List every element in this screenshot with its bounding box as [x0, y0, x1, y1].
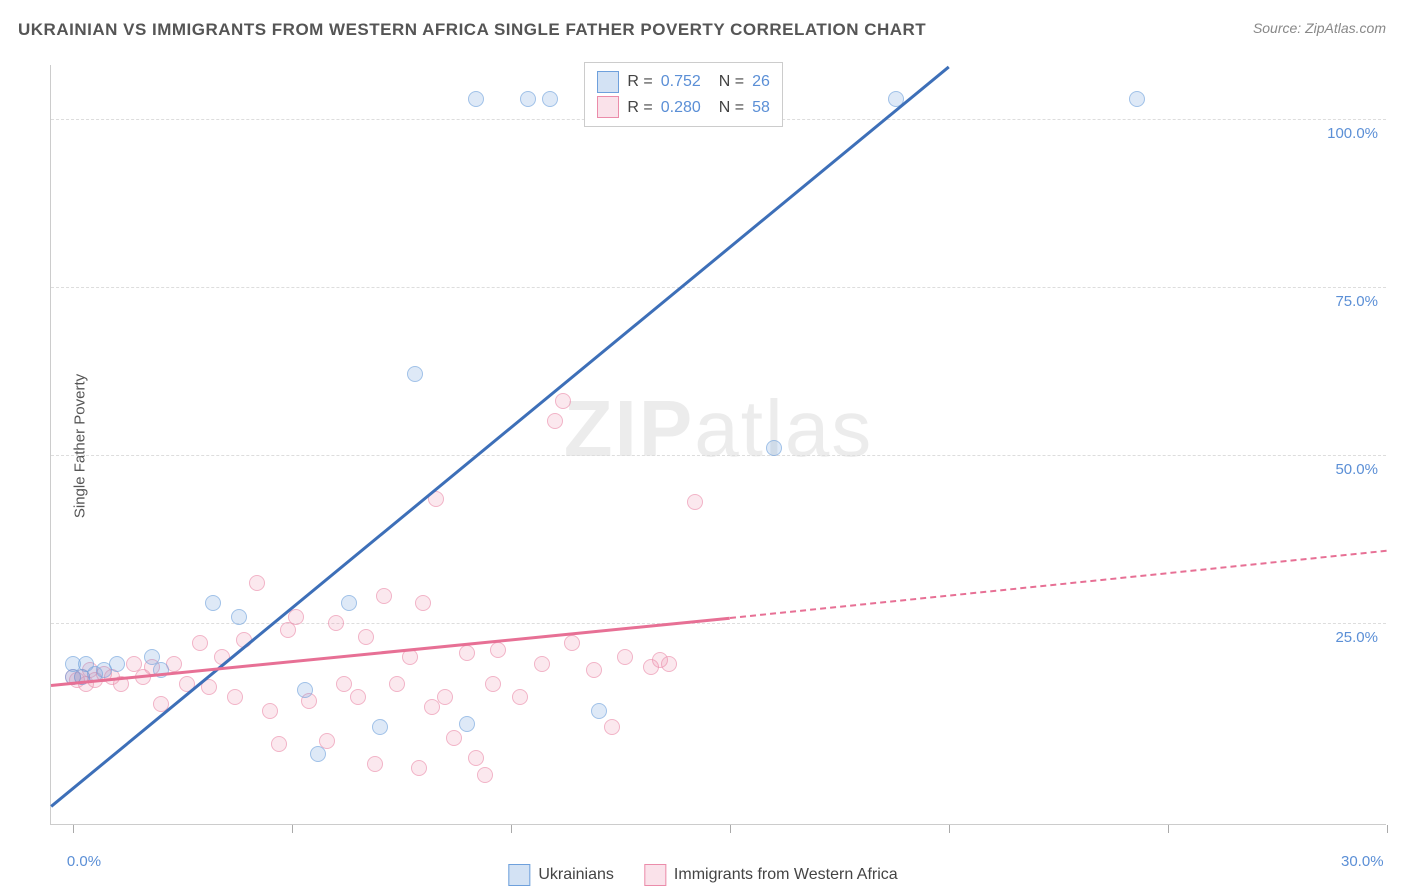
gridline: [51, 623, 1386, 624]
data-point: [459, 645, 475, 661]
data-point: [415, 595, 431, 611]
data-point: [586, 662, 602, 678]
data-point: [766, 440, 782, 456]
data-point: [389, 676, 405, 692]
data-point: [591, 703, 607, 719]
data-point: [459, 716, 475, 732]
r-value: 0.280: [661, 95, 701, 121]
chart-title: UKRAINIAN VS IMMIGRANTS FROM WESTERN AFR…: [18, 20, 926, 40]
x-tick: [1387, 825, 1388, 833]
data-point: [328, 615, 344, 631]
y-tick-label: 25.0%: [1298, 629, 1378, 646]
data-point: [547, 413, 563, 429]
legend-row: R = 0.752 N = 26: [597, 69, 770, 95]
data-point: [485, 676, 501, 692]
data-point: [411, 760, 427, 776]
data-point: [271, 736, 287, 752]
data-point: [604, 719, 620, 735]
data-point: [192, 635, 208, 651]
data-point: [350, 689, 366, 705]
data-point: [358, 629, 374, 645]
data-point: [407, 366, 423, 382]
data-point: [437, 689, 453, 705]
swatch-blue-icon: [508, 864, 530, 886]
data-point: [297, 682, 313, 698]
data-point: [249, 575, 265, 591]
data-point: [372, 719, 388, 735]
legend-label: Immigrants from Western Africa: [674, 866, 898, 884]
data-point: [520, 91, 536, 107]
correlation-legend: R = 0.752 N = 26 R = 0.280 N = 58: [584, 62, 783, 127]
data-point: [227, 689, 243, 705]
n-label: N =: [719, 95, 744, 121]
plot-area: ZIPatlas: [50, 65, 1386, 825]
r-label: R =: [627, 95, 652, 121]
data-point: [288, 609, 304, 625]
n-value: 58: [752, 95, 770, 121]
r-label: R =: [627, 69, 652, 95]
data-point: [310, 746, 326, 762]
legend-label: Ukrainians: [538, 866, 614, 884]
swatch-pink-icon: [597, 96, 619, 118]
n-value: 26: [752, 69, 770, 95]
y-tick-label: 75.0%: [1298, 293, 1378, 310]
x-tick: [1168, 825, 1169, 833]
data-point: [205, 595, 221, 611]
data-point: [477, 767, 493, 783]
data-point: [341, 595, 357, 611]
swatch-blue-icon: [597, 71, 619, 93]
data-point: [1129, 91, 1145, 107]
data-point: [367, 756, 383, 772]
swatch-pink-icon: [644, 864, 666, 886]
data-point: [512, 689, 528, 705]
data-point: [564, 635, 580, 651]
data-point: [376, 588, 392, 604]
trend-line: [730, 549, 1387, 618]
data-point: [687, 494, 703, 510]
data-point: [280, 622, 296, 638]
n-label: N =: [719, 69, 744, 95]
data-point: [231, 609, 247, 625]
data-point: [555, 393, 571, 409]
data-point: [446, 730, 462, 746]
chart-container: UKRAINIAN VS IMMIGRANTS FROM WESTERN AFR…: [0, 0, 1406, 892]
x-tick-label: 0.0%: [67, 853, 101, 870]
gridline: [51, 455, 1386, 456]
source-label: Source: ZipAtlas.com: [1253, 20, 1386, 36]
x-tick: [730, 825, 731, 833]
legend-item-western-africa: Immigrants from Western Africa: [644, 864, 898, 886]
data-point: [661, 656, 677, 672]
data-point: [534, 656, 550, 672]
y-tick-label: 50.0%: [1298, 461, 1378, 478]
r-value: 0.752: [661, 69, 701, 95]
data-point: [617, 649, 633, 665]
bottom-legend: Ukrainians Immigrants from Western Afric…: [508, 864, 897, 886]
data-point: [490, 642, 506, 658]
x-tick: [73, 825, 74, 833]
watermark: ZIPatlas: [564, 383, 873, 475]
data-point: [542, 91, 558, 107]
x-tick-label: 30.0%: [1341, 853, 1384, 870]
data-point: [336, 676, 352, 692]
y-tick-label: 100.0%: [1298, 125, 1378, 142]
legend-row: R = 0.280 N = 58: [597, 95, 770, 121]
data-point: [109, 656, 125, 672]
legend-item-ukrainians: Ukrainians: [508, 864, 614, 886]
data-point: [262, 703, 278, 719]
trend-line: [50, 65, 950, 807]
gridline: [51, 287, 1386, 288]
x-tick: [292, 825, 293, 833]
x-tick: [949, 825, 950, 833]
data-point: [468, 91, 484, 107]
x-tick: [511, 825, 512, 833]
data-point: [468, 750, 484, 766]
